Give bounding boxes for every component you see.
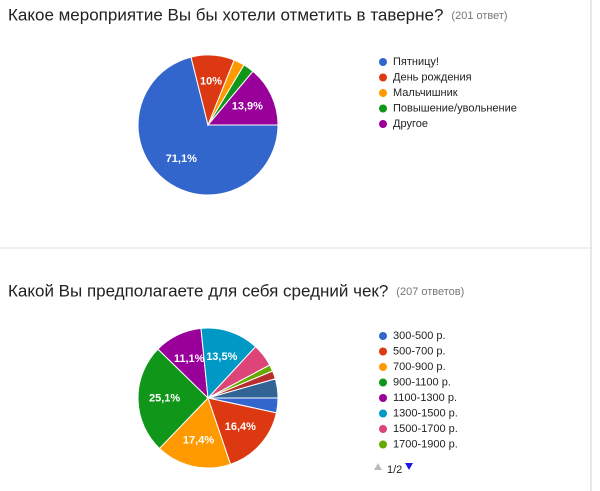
legend-label: 900-1100 р. (393, 376, 451, 388)
legend-swatch (379, 73, 387, 82)
legend-pager: 1/2 (387, 464, 402, 476)
chart-title: Какой Вы предполагаете для себя средний … (8, 281, 388, 300)
legend-swatch (379, 394, 387, 402)
slice-label: 13,9% (232, 101, 263, 113)
pie-slice (200, 327, 257, 400)
legend-swatch (379, 89, 387, 97)
legend-label: Мальчишник (393, 87, 458, 99)
pie-slice (137, 348, 209, 450)
legend-swatch (379, 409, 387, 418)
legend-label: Другое (393, 118, 428, 130)
pager-prev[interactable] (374, 463, 382, 470)
slice-label: 17,4% (183, 434, 214, 446)
pie-slice (206, 70, 279, 126)
pie-slice (158, 397, 232, 469)
legend-swatch (379, 58, 387, 66)
legend-swatch (379, 378, 387, 387)
legend-swatch (379, 363, 387, 371)
legend-swatch (379, 104, 387, 113)
legend-label: 1500-1700 р. (393, 423, 458, 435)
legend-swatch (379, 425, 387, 433)
chart-title: Какое мероприятие Вы бы хотели отметить … (8, 5, 443, 24)
slice-label: 25,1% (149, 393, 180, 405)
legend-swatch (379, 332, 387, 340)
legend-label: 500-700 р. (393, 345, 446, 357)
chart-subtitle: (207 ответов) (396, 286, 464, 298)
slice-label: 16,4% (225, 421, 256, 433)
pager-next[interactable] (405, 463, 413, 470)
legend-label: 300-500 р. (393, 330, 446, 342)
legend-label: Пятницу! (393, 56, 439, 68)
legend-label: 1700-1900 р. (393, 438, 458, 450)
chart-subtitle: (201 ответ) (451, 10, 507, 22)
legend-label: 1300-1500 р. (393, 407, 458, 419)
legend-label: День рождения (393, 71, 472, 83)
slice-label: 10% (200, 76, 222, 88)
slice-label: 71,1% (166, 153, 197, 165)
legend-label: Повышение/увольнение (393, 102, 517, 114)
legend-label: 1100-1300 р. (393, 392, 457, 404)
legend-swatch (379, 347, 387, 356)
legend-swatch (379, 120, 387, 128)
legend-label: 700-900 р. (393, 361, 446, 373)
slice-label: 13,5% (206, 351, 237, 363)
pie-slice (207, 378, 279, 399)
slice-label: 11,1% (174, 353, 205, 365)
legend-swatch (379, 440, 387, 449)
